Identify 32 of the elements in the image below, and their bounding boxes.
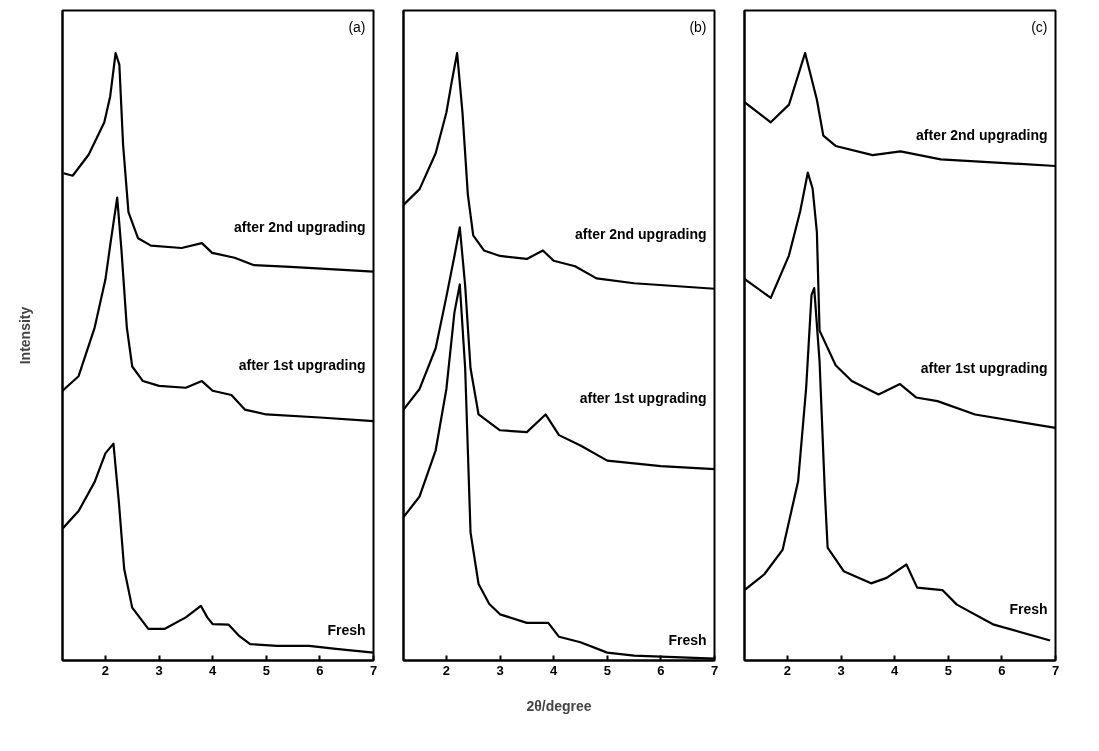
x-tick-label: 4 <box>209 662 218 678</box>
x-tick-label: 2 <box>442 662 451 678</box>
x-tick-label: 5 <box>603 662 611 678</box>
chart-title: (b) <box>689 18 707 35</box>
x-tick-label: 3 <box>496 662 504 678</box>
x-tick-label: 7 <box>369 662 378 678</box>
x-tick-label: 7 <box>710 662 719 678</box>
x-tick-label: 2 <box>101 662 110 678</box>
text: after 1st upgrading <box>579 390 707 407</box>
x-tick-label: 2 <box>783 662 792 678</box>
x-tick-label: 5 <box>262 662 270 678</box>
series-label: Fresh <box>668 631 707 648</box>
x-tick-label: 3 <box>155 662 163 678</box>
x-tick-label: 4 <box>891 662 900 678</box>
series-label: after 1st upgrading <box>920 360 1048 377</box>
x-axis-title: 2θ/degree <box>526 697 592 714</box>
x-tick-label: 3 <box>837 662 845 678</box>
x-tick-label: 4 <box>550 662 559 678</box>
x-tick-label: 6 <box>657 662 665 678</box>
series-label: after 1st upgrading <box>238 357 366 374</box>
x-tick-label: 5 <box>944 662 952 678</box>
x-tick-label: 6 <box>998 662 1006 678</box>
series-label: after 2nd upgrading <box>916 127 1048 144</box>
y-axis-title: Intensity <box>16 306 33 365</box>
series-label: after 2nd upgrading <box>575 226 707 243</box>
chart-title: (a) <box>348 18 366 35</box>
series-label: Fresh <box>1009 600 1048 617</box>
series-label: Fresh <box>327 621 366 638</box>
chart-title: (c) <box>1031 18 1048 35</box>
x-tick-label: 6 <box>316 662 324 678</box>
x-tick-label: 7 <box>1051 662 1060 678</box>
series-label: after 2nd upgrading <box>234 219 366 236</box>
